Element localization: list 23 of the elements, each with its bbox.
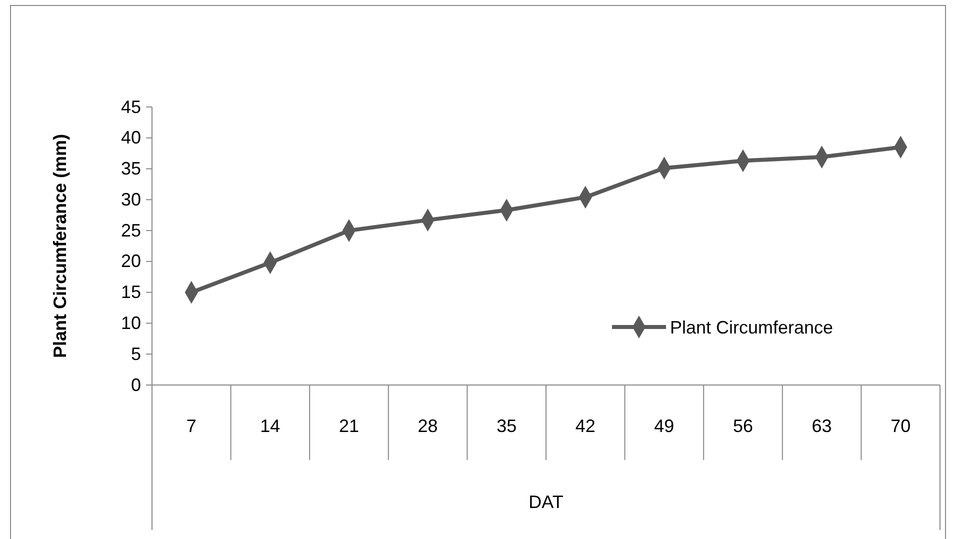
y-tick-label: 15 (120, 282, 141, 302)
legend-label: Plant Circumferance (670, 317, 834, 338)
x-tick-label: 70 (890, 416, 911, 436)
y-tick-label: 5 (130, 344, 141, 364)
x-tick-label: 7 (186, 416, 196, 436)
x-tick-label: 56 (732, 416, 754, 436)
x-tick-label: 28 (418, 416, 438, 436)
y-tick-label: 40 (120, 128, 141, 148)
x-tick-label: 21 (338, 416, 360, 436)
y-tick-label: 10 (120, 312, 141, 333)
x-tick-label: 42 (575, 416, 596, 436)
x-tick-label: 35 (496, 416, 517, 436)
x-tick-label: 49 (654, 416, 674, 436)
y-tick-label: 45 (120, 96, 141, 117)
y-tick-label: 30 (120, 189, 141, 210)
x-tick-label: 63 (812, 416, 832, 436)
y-tick-label: 20 (120, 251, 141, 272)
x-tick-label: 14 (260, 416, 280, 436)
y-tick-label: 0 (130, 374, 141, 395)
x-axis-title: DAT (528, 492, 564, 512)
y-tick-label: 25 (120, 220, 141, 240)
y-tick-label: 35 (120, 158, 141, 179)
y-axis-title: Plant Circumferance (mm) (50, 134, 70, 358)
